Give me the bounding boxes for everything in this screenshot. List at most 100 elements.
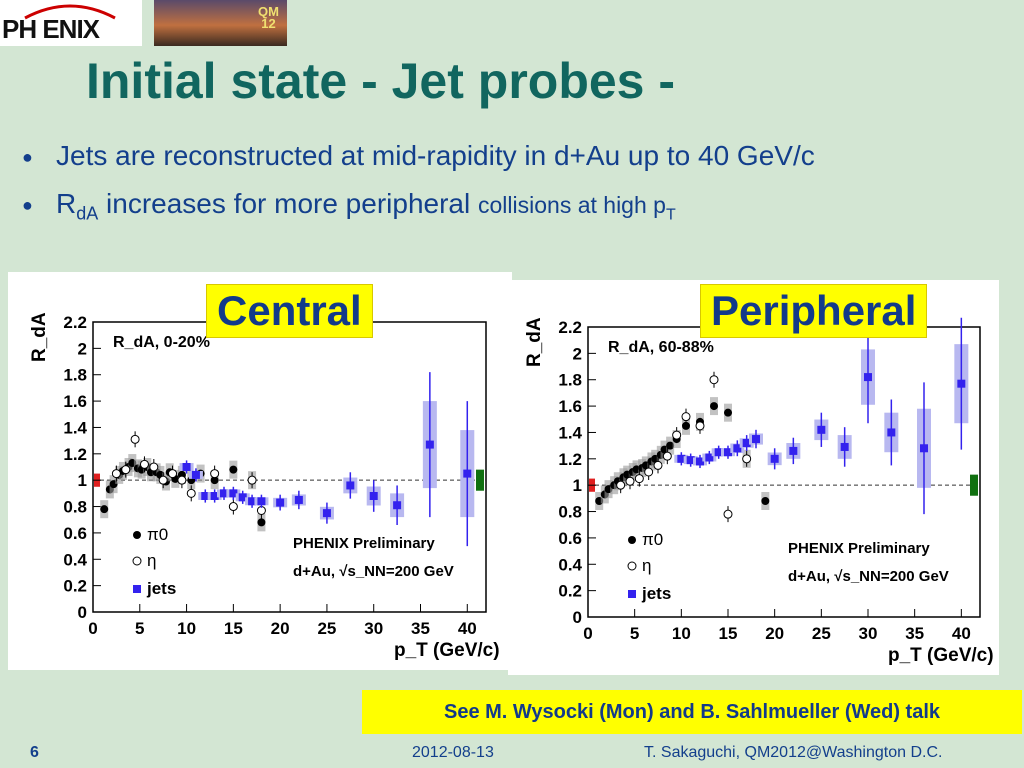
eta-point <box>177 475 187 485</box>
jets-point <box>920 444 928 453</box>
y-tick-label: 0 <box>78 603 87 622</box>
jets-point <box>696 457 704 466</box>
eta-point <box>625 476 635 486</box>
pi0-point <box>257 518 266 527</box>
eta-point <box>616 480 626 490</box>
x-tick-label: 30 <box>859 624 878 643</box>
x-tick-label: 20 <box>271 619 290 638</box>
eta-point <box>662 451 672 461</box>
footer-author: T. Sakaguchi, QM2012@Washington D.C. <box>644 744 943 761</box>
y-tick-label: 0.8 <box>558 503 582 522</box>
jets-point <box>248 497 257 506</box>
norm-box-right <box>970 474 978 496</box>
central-label: Central <box>206 284 373 338</box>
jets-point <box>463 469 472 478</box>
jets-point <box>201 492 210 500</box>
jets-point <box>294 495 303 504</box>
jets-point <box>191 470 200 479</box>
eta-point <box>723 509 733 519</box>
x-tick-label: 5 <box>135 619 144 638</box>
jets-point <box>210 492 219 500</box>
x-tick-label: 20 <box>765 624 784 643</box>
page-number: 6 <box>30 744 39 761</box>
reference-box: See M. Wysocki (Mon) and B. Sahlmueller … <box>362 690 1022 734</box>
y-tick-label: 2 <box>78 339 87 358</box>
qm12-badge: QM 12 <box>258 4 279 31</box>
legend-jets-label: jets <box>641 584 671 603</box>
x-tick-label: 40 <box>458 619 477 638</box>
jets-point <box>276 498 285 507</box>
bullet-2: ● RdA increases for more peripheral colli… <box>22 188 676 225</box>
pi0-point <box>100 505 109 514</box>
energy-label: d+Au, √s_NN=200 GeV <box>293 563 454 580</box>
legend-eta-label: η <box>147 551 156 570</box>
jets-point <box>714 448 723 457</box>
y-tick-label: 1 <box>78 471 87 490</box>
eta-point <box>139 459 149 469</box>
eta-point <box>709 375 719 385</box>
x-tick-label: 25 <box>812 624 831 643</box>
jets-point <box>425 440 434 449</box>
badge-line2: 12 <box>261 16 276 31</box>
y-tick-label: 0.4 <box>558 555 582 574</box>
y-tick-label: 1.2 <box>63 445 87 464</box>
legend-pi0-label: π0 <box>147 525 168 544</box>
y-tick-label: 0.2 <box>63 577 87 596</box>
jets-point <box>957 379 966 388</box>
x-tick-label: 10 <box>177 619 196 638</box>
legend-jets-marker <box>628 590 636 598</box>
bullet-1: ● Jets are reconstructed at mid-rapidity … <box>22 140 815 172</box>
x-tick-label: 25 <box>317 619 336 638</box>
eta-point <box>247 475 257 485</box>
legend-eta-marker <box>627 561 637 571</box>
y-tick-label: 1.8 <box>558 371 582 390</box>
jets-point <box>705 453 714 462</box>
preliminary-label: PHENIX Preliminary <box>788 540 930 557</box>
jets-point <box>724 448 732 457</box>
eta-point <box>121 465 131 475</box>
bullet-2-small: collisions at high p <box>478 192 666 218</box>
bullet-2-pre: R <box>56 188 77 219</box>
eta-point <box>644 467 654 477</box>
x-tick-label: 40 <box>952 624 971 643</box>
legend-jets-marker <box>133 585 141 593</box>
peripheral-label: Peripheral <box>700 284 928 338</box>
y-tick-label: 2 <box>573 344 582 363</box>
footer-date: 2012-08-13 <box>412 744 494 761</box>
y-tick-label: 2.2 <box>63 313 87 332</box>
jets-point <box>864 373 872 382</box>
jets-point <box>322 509 331 518</box>
eta-point <box>681 412 691 422</box>
eta-point <box>111 469 121 479</box>
x-tick-label: 15 <box>719 624 738 643</box>
jets-point <box>393 501 402 510</box>
inset-label: R_dA, 60-88% <box>608 339 714 356</box>
bullet-2-sub2: T <box>665 206 676 224</box>
y-tick-label: 1.6 <box>558 397 582 416</box>
legend-pi0-marker <box>133 531 141 539</box>
bullet-dot-icon: ● <box>22 147 33 168</box>
logo-text: PH ENIX <box>2 14 100 44</box>
central-chart: 0 0.2 0.4 0.6 0.8 1 1.2 1.4 1.6 1.8 2 2.2 0 5 10 15 20 25… <box>29 312 500 661</box>
jets-point <box>182 463 191 471</box>
badge-line1: QM <box>258 4 279 19</box>
jets-point <box>229 489 238 498</box>
jets-point <box>887 428 896 437</box>
norm-box-right <box>476 469 484 491</box>
y-tick-label: 2.2 <box>558 318 582 337</box>
pi0-point <box>710 402 718 411</box>
eta-point <box>672 430 682 440</box>
y-tick-label: 1.4 <box>558 423 582 442</box>
x-axis-label: p_T (GeV/c) <box>394 640 500 661</box>
central-panel: 0 0.2 0.4 0.6 0.8 1 1.2 1.4 1.6 1.8 2 2.2 0 5 10 15 20 25… <box>8 272 512 670</box>
peripheral-chart: 0 0.2 0.4 0.6 0.8 1 1.2 1.4 1.6 1.8 2 2.2 0 5 10 15 20 25… <box>524 317 994 666</box>
jets-point <box>369 492 378 500</box>
x-tick-label: 10 <box>672 624 691 643</box>
preliminary-label: PHENIX Preliminary <box>293 535 435 552</box>
bullet-1-text: Jets are reconstructed at mid-rapidity i… <box>56 140 815 171</box>
jets-point <box>220 489 228 498</box>
eta-point <box>653 460 663 470</box>
jets-point <box>677 454 686 463</box>
pi0-point <box>229 465 238 474</box>
y-axis-label: R_dA <box>524 317 545 367</box>
